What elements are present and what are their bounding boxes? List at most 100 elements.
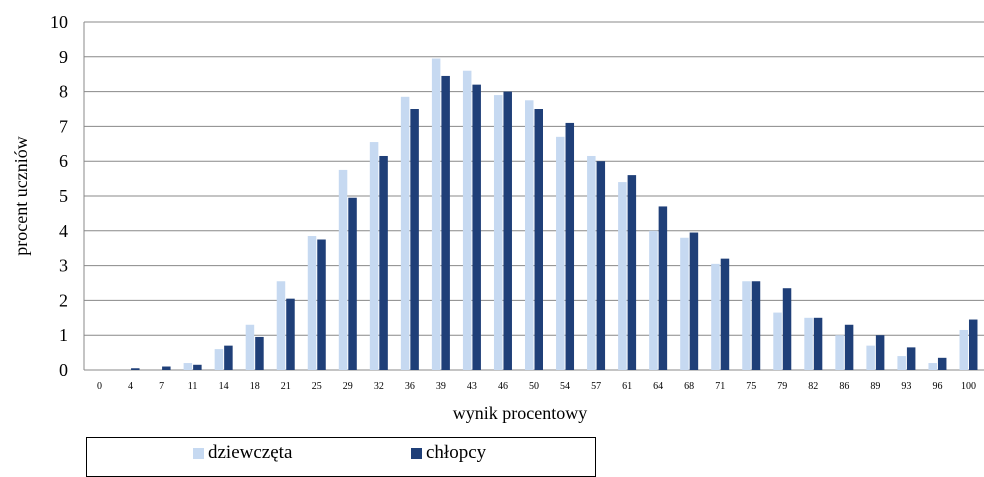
bar-chlopcy bbox=[689, 232, 699, 370]
bar-chlopcy bbox=[968, 319, 978, 370]
legend-swatch-dziewczeta bbox=[193, 447, 204, 459]
bar-chlopcy bbox=[472, 84, 481, 370]
bar-dziewczeta bbox=[742, 281, 751, 370]
y-tick-labels: 0 1 2 3 4 5 6 7 8 9 10 bbox=[50, 12, 68, 380]
bar-dziewczeta bbox=[431, 58, 441, 370]
x-tick-label: 11 bbox=[188, 381, 198, 392]
bar-dziewczeta bbox=[711, 263, 720, 370]
x-tick-label: 75 bbox=[746, 381, 756, 392]
x-tick-label: 86 bbox=[839, 381, 849, 392]
x-tick-label: 68 bbox=[684, 381, 694, 392]
bar-chlopcy bbox=[534, 109, 543, 370]
bar-dziewczeta bbox=[245, 324, 255, 370]
x-tick-label: 25 bbox=[312, 381, 322, 392]
bar-dziewczeta bbox=[214, 349, 224, 370]
y-tick-label: 5 bbox=[59, 186, 68, 206]
bar-dziewczeta bbox=[680, 237, 689, 370]
bar-dziewczeta bbox=[493, 95, 503, 370]
bar-dziewczeta bbox=[338, 169, 348, 370]
bar-dziewczeta bbox=[369, 142, 379, 370]
bar-dziewczeta bbox=[866, 345, 875, 370]
x-tick-label: 0 bbox=[97, 381, 102, 392]
bar-chlopcy bbox=[906, 347, 916, 370]
bar-chlopcy bbox=[224, 345, 233, 370]
bar-dziewczeta bbox=[928, 363, 937, 370]
bar-dziewczeta bbox=[773, 312, 782, 370]
bar-chlopcy bbox=[782, 288, 792, 370]
bar-dziewczeta bbox=[618, 182, 627, 370]
y-tick-label: 10 bbox=[50, 12, 68, 32]
bar-dziewczeta bbox=[276, 281, 286, 370]
bar-chlopcy bbox=[875, 335, 885, 370]
x-tick-label: 82 bbox=[808, 381, 818, 392]
bar-dziewczeta bbox=[587, 155, 596, 370]
y-tick-label: 1 bbox=[59, 325, 68, 345]
y-tick-label: 4 bbox=[59, 221, 68, 241]
legend-item-dziewczeta: dziewczęta bbox=[193, 443, 292, 463]
bar-chlopcy bbox=[286, 298, 295, 370]
bar-chlopcy bbox=[503, 91, 512, 370]
legend bbox=[86, 437, 596, 477]
x-tick-label: 14 bbox=[219, 381, 229, 392]
bar-chlopcy bbox=[813, 317, 823, 370]
x-tick-label: 64 bbox=[653, 381, 663, 392]
bar-dziewczeta bbox=[804, 317, 813, 370]
x-tick-label: 18 bbox=[250, 381, 260, 392]
x-tick-label: 93 bbox=[901, 381, 911, 392]
bar-dziewczeta bbox=[462, 70, 472, 370]
bar-dziewczeta bbox=[556, 136, 565, 370]
x-axis-title: wynik procentowy bbox=[453, 403, 587, 423]
bar-chlopcy bbox=[379, 155, 388, 370]
x-tick-label: 61 bbox=[622, 381, 632, 392]
bar-chlopcy bbox=[658, 206, 668, 370]
bar-chlopcy bbox=[937, 357, 947, 370]
bar-dziewczeta bbox=[835, 335, 844, 370]
y-tick-label: 6 bbox=[59, 151, 68, 171]
x-tick-label: 36 bbox=[405, 381, 415, 392]
x-tick-label: 79 bbox=[777, 381, 787, 392]
x-tick-label: 50 bbox=[529, 381, 539, 392]
y-tick-label: 9 bbox=[59, 47, 68, 67]
bar-dziewczeta bbox=[897, 356, 906, 370]
gridlines bbox=[83, 21, 984, 371]
bar-chlopcy bbox=[162, 366, 171, 370]
y-tick-label: 2 bbox=[59, 290, 68, 310]
x-tick-label: 7 bbox=[159, 381, 164, 392]
x-tick-label: 43 bbox=[467, 381, 477, 392]
y-tick-label: 3 bbox=[59, 256, 68, 276]
x-tick-label: 100 bbox=[961, 381, 976, 392]
x-tick-labels: 0 4 7 11 14 18 21 25 29 32 36 39 43 46 50 54 57 61 64 68 71 7… bbox=[97, 381, 976, 392]
bar-chlopcy bbox=[131, 368, 140, 370]
x-tick-label: 46 bbox=[498, 381, 508, 392]
y-tick-label: 7 bbox=[59, 116, 68, 136]
x-tick-label: 54 bbox=[560, 381, 570, 392]
bar-chlopcy bbox=[627, 175, 637, 370]
bar-dziewczeta bbox=[649, 230, 658, 370]
x-tick-label: 39 bbox=[436, 381, 446, 392]
x-tick-label: 89 bbox=[870, 381, 880, 392]
bars bbox=[131, 58, 978, 371]
bar-dziewczeta bbox=[183, 363, 193, 370]
x-tick-label: 21 bbox=[281, 381, 291, 392]
bar-chlopcy bbox=[348, 197, 357, 370]
y-tick-label: 0 bbox=[59, 360, 68, 380]
bar-dziewczeta bbox=[525, 100, 534, 371]
legend-item-chlopcy: chłopcy bbox=[411, 443, 486, 463]
bar-chlopcy bbox=[255, 336, 264, 370]
legend-swatch-chlopcy bbox=[411, 447, 422, 459]
bar-chlopcy bbox=[596, 161, 606, 370]
bar-dziewczeta bbox=[400, 96, 410, 370]
bar-chlopcy bbox=[193, 364, 202, 370]
y-axis-title: procent uczniów bbox=[11, 136, 31, 255]
y-tick-label: 8 bbox=[59, 82, 68, 102]
bar-chlopcy bbox=[565, 122, 575, 370]
bar-chlopcy bbox=[844, 324, 854, 370]
legend-label-dziewczeta: dziewczęta bbox=[208, 442, 293, 463]
bar-chlopcy bbox=[317, 239, 326, 370]
legend-label-chlopcy: chłopcy bbox=[426, 442, 487, 463]
bar-chlopcy bbox=[751, 281, 761, 370]
bar-dziewczeta bbox=[959, 329, 968, 370]
bar-chlopcy bbox=[441, 75, 450, 370]
bar-dziewczeta bbox=[307, 236, 317, 370]
